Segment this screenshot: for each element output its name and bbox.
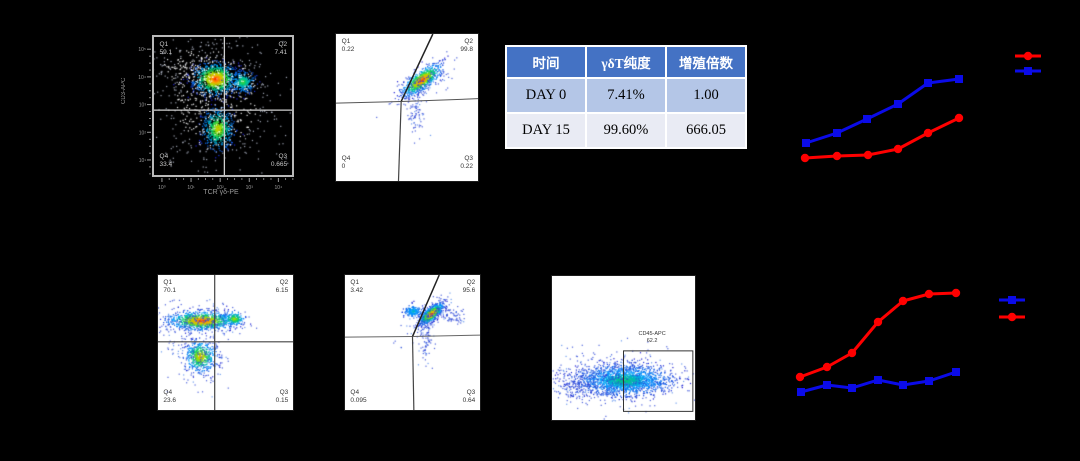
- q3-value: 0.665: [270, 161, 288, 169]
- cell-day15-purity: 99.60%: [585, 112, 667, 149]
- q4-label: Q4: [163, 389, 173, 397]
- quadrant-q3: Q3 0.665: [271, 153, 287, 169]
- q1-value: 70.1: [163, 287, 177, 295]
- flow-plot-bottom-left: Q1 70.1 Q2 6.15 Q4 23.6 Q3 0.15: [157, 274, 294, 411]
- q1-label: Q1: [350, 279, 360, 287]
- table-row: DAY 0 7.41% 1.00: [505, 77, 747, 114]
- q3-value: 0.15: [275, 397, 289, 405]
- gate-label-block: CD45-APC 62.2: [618, 331, 687, 345]
- q4-value: 0.095: [350, 397, 367, 405]
- flow-scatter-canvas-day0: [154, 37, 292, 175]
- quadrant-gates-day15: [336, 34, 478, 181]
- q4-value: 0: [341, 162, 346, 170]
- q4-label: Q4: [159, 153, 169, 161]
- quadrant-q1: Q1 59.1: [160, 41, 173, 57]
- expansion-results-table: 时间 γδT纯度 增殖倍数 DAY 0 7.41% 1.00 DAY 15 99…: [505, 45, 747, 149]
- quadrant-q2: Q2 6.15: [276, 279, 289, 295]
- q3-label: Q3: [279, 389, 289, 397]
- q2-value: 99.8: [460, 46, 474, 54]
- quadrant-q2: Q2 99.8: [460, 38, 473, 54]
- cell-day0-purity: 7.41%: [585, 77, 667, 114]
- q1-label: Q1: [341, 38, 351, 46]
- q1-value: 3.42: [350, 287, 364, 295]
- svg-text:10⁵: 10⁵: [138, 47, 146, 53]
- cell-day15: DAY 15: [505, 112, 587, 149]
- quadrant-q4: Q4 0.095: [350, 389, 366, 405]
- q3-value: 0.64: [462, 397, 476, 405]
- quadrant-q2: Q2 7.41: [275, 41, 288, 57]
- quadrant-q3: Q3 0.15: [276, 389, 289, 405]
- q2-value: 6.15: [275, 287, 289, 295]
- svg-text:10³: 10³: [139, 103, 147, 109]
- quadrant-q4: Q4 33.4: [160, 153, 173, 169]
- y-axis-label: CD3-APC: [121, 77, 127, 104]
- q4-value: 23.6: [163, 397, 177, 405]
- quadrant-gates-bm: [345, 275, 480, 410]
- flow-plot-day15: Q1 0.22 Q2 99.8 Q4 0 Q3 0.22: [335, 33, 479, 182]
- flow-plot-cd45-gate: CD45-APC 62.2: [551, 275, 696, 421]
- q2-label: Q2: [278, 41, 288, 49]
- x-axis-label: TCR γδ-PE: [203, 189, 239, 196]
- quadrant-q4: Q4 0: [342, 155, 351, 171]
- q2-label: Q2: [279, 279, 289, 287]
- cell-day0: DAY 0: [505, 77, 587, 114]
- q4-value: 33.4: [159, 161, 173, 169]
- q3-value: 0.22: [460, 162, 474, 170]
- q2-label: Q2: [466, 279, 476, 287]
- q2-value: 95.6: [462, 287, 476, 295]
- quadrant-q2: Q2 95.6: [463, 279, 476, 295]
- q1-label: Q1: [159, 41, 169, 49]
- flow-plot-bottom-middle: Q1 3.42 Q2 95.6 Q4 0.095 Q3 0.64: [344, 274, 481, 411]
- quadrant-q1: Q1 70.1: [163, 279, 176, 295]
- svg-text:10⁴: 10⁴: [138, 75, 146, 81]
- q1-value: 59.1: [159, 49, 173, 57]
- flow-scatter-canvas-day15: [336, 34, 478, 181]
- quadrant-q4: Q4 23.6: [163, 389, 176, 405]
- q3-label: Q3: [466, 389, 476, 397]
- cell-day15-fold: 666.05: [665, 112, 747, 149]
- q3-label: Q3: [278, 153, 288, 161]
- flow-scatter-canvas-bl: [158, 275, 293, 410]
- header-purity: γδT纯度: [585, 45, 667, 79]
- svg-text:10¹: 10¹: [139, 158, 147, 164]
- svg-text:10²: 10²: [139, 130, 147, 136]
- flow-plot-day0: Q1 59.1 Q2 7.41 Q4 33.4 Q3 0.665: [152, 35, 294, 177]
- header-fold: 增殖倍数: [665, 45, 747, 79]
- quadrant-q3: Q3 0.22: [460, 155, 473, 171]
- table-header-row: 时间 γδT纯度 增殖倍数: [505, 45, 747, 79]
- gate-name: CD45-APC: [638, 330, 666, 337]
- gate-rectangle: [552, 276, 695, 420]
- q2-label: Q2: [464, 38, 474, 46]
- quadrant-gates-day0: [154, 37, 292, 175]
- quadrant-q1: Q1 0.22: [342, 38, 355, 54]
- quadrant-gates-bl: [158, 275, 293, 410]
- q2-value: 7.41: [274, 49, 288, 57]
- cell-day0-fold: 1.00: [665, 77, 747, 114]
- gate-percentage: 62.2: [646, 337, 658, 344]
- quadrant-q3: Q3 0.64: [463, 389, 476, 405]
- header-time: 时间: [505, 45, 587, 79]
- q1-label: Q1: [163, 279, 173, 287]
- table-row: DAY 15 99.60% 666.05: [505, 112, 747, 149]
- quadrant-q1: Q1 3.42: [350, 279, 363, 295]
- q4-label: Q4: [350, 389, 360, 397]
- q3-label: Q3: [464, 154, 474, 162]
- q4-label: Q4: [341, 154, 351, 162]
- q1-value: 0.22: [341, 46, 355, 54]
